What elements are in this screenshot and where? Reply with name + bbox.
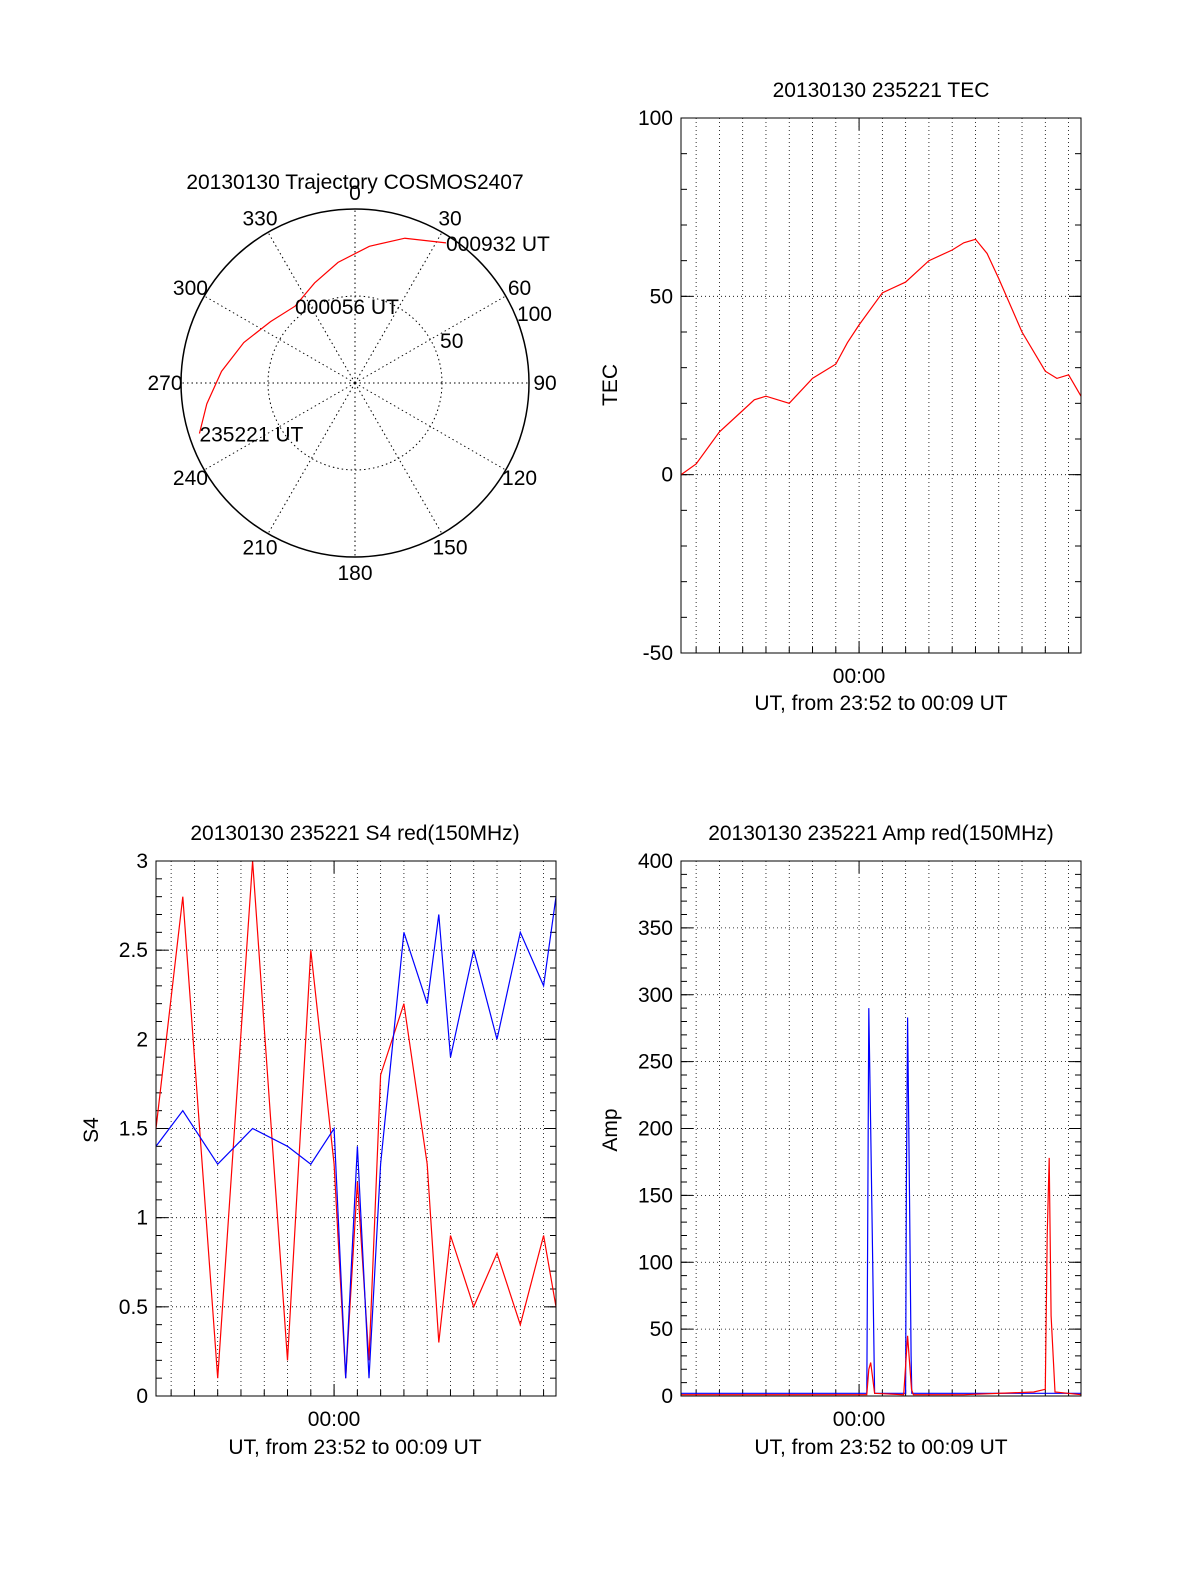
polar-azimuth-label: 240 <box>173 467 208 490</box>
polar-azimuth-label: 210 <box>242 537 277 560</box>
polar-azimuth-label: 0 <box>349 182 361 205</box>
polar-azimuth-label: 300 <box>173 277 208 300</box>
polar-spoke <box>354 295 506 384</box>
polar-spoke <box>354 232 443 384</box>
polar-grid <box>181 209 529 557</box>
amp-xtick-label: 00:00 <box>833 1408 886 1431</box>
polar-radial-labels: 50 100 <box>440 303 552 353</box>
s4-ylabel: S4 <box>80 1117 103 1143</box>
polar-azimuth-label: 90 <box>533 372 556 395</box>
polar-azimuth-label: 30 <box>438 207 461 230</box>
polar-radial-label: 100 <box>517 303 552 326</box>
amp-ytick-label: 350 <box>638 917 673 940</box>
amp-title: 20130130 235221 Amp red(150MHz) <box>708 822 1054 845</box>
s4-series <box>155 860 557 1379</box>
s4-ytick-label: 3 <box>136 850 148 873</box>
amp-ytick-label: 150 <box>638 1184 673 1207</box>
s4-y-ticks: 0 0.5 1 1.5 2 2.5 3 <box>119 850 556 1408</box>
trajectory-time-label: 235221 UT <box>199 424 303 447</box>
polar-azimuth-label: 150 <box>432 537 467 560</box>
s4-plot: 20130130 235221 S4 red(150MHz) 0 0.5 1 1.5 2… <box>80 822 557 1459</box>
s4-xtick-label: 00:00 <box>308 1408 361 1431</box>
amp-series <box>681 1008 1082 1396</box>
polar-azimuth-label: 270 <box>147 372 182 395</box>
amp-ytick-label: 250 <box>638 1051 673 1074</box>
polar-spoke <box>267 232 356 384</box>
s4-series-line <box>155 860 557 1379</box>
trajectory-line <box>198 237 447 434</box>
polar-azimuth-label: 330 <box>242 207 277 230</box>
s4-ytick-label: 0 <box>136 1385 148 1408</box>
amp-ytick-label: 100 <box>638 1251 673 1274</box>
tec-grid <box>681 117 1081 654</box>
trajectory-annotations: 235221 UT 000056 UT 000932 UT <box>199 233 550 447</box>
s4-title: 20130130 235221 S4 red(150MHz) <box>190 822 519 845</box>
tec-frame <box>680 117 1082 654</box>
polar-spoke <box>267 382 356 534</box>
amp-xlabel: UT, from 23:52 to 00:09 UT <box>754 1436 1007 1459</box>
tec-series <box>680 238 1082 476</box>
amp-ytick-label: 200 <box>638 1118 673 1141</box>
amp-ytick-label: 50 <box>650 1318 673 1341</box>
polar-trajectory-plot: 20130130 Trajectory COSMOS2407 0 30 60 90 12… <box>147 171 556 585</box>
s4-ytick-label: 0.5 <box>119 1296 148 1319</box>
s4-frame <box>155 860 557 1397</box>
amp-ylabel: Amp <box>599 1108 622 1151</box>
tec-series-line <box>680 238 1082 476</box>
polar-title: 20130130 Trajectory COSMOS2407 <box>186 171 523 194</box>
s4-ytick-label: 1.5 <box>119 1118 148 1141</box>
polar-radial-label: 50 <box>440 330 463 353</box>
tec-ytick-label: 0 <box>661 464 673 487</box>
amp-ytick-label: 0 <box>661 1385 673 1408</box>
tec-ytick-label: 100 <box>638 107 673 130</box>
trajectory-time-label: 000056 UT <box>295 296 399 319</box>
s4-ytick-label: 1 <box>136 1207 148 1230</box>
tec-xtick-label: 00:00 <box>833 665 886 688</box>
tec-ytick-label: -50 <box>643 642 673 665</box>
amp-y-ticks: 0 50 100 150 200 250 300 350 400 <box>638 850 1081 1408</box>
polar-azimuth-label: 180 <box>337 562 372 585</box>
tec-ytick-label: 50 <box>650 285 673 308</box>
s4-x-ticks: 00:00 <box>170 861 545 1431</box>
tec-x-ticks: 00:00 <box>695 118 1070 688</box>
polar-azimuth-labels: 0 30 60 90 120 150 180 210 240 270 300 330 <box>147 182 556 585</box>
tec-xlabel: UT, from 23:52 to 00:09 UT <box>754 692 1007 715</box>
polar-spoke <box>204 382 356 471</box>
polar-spoke <box>354 382 506 471</box>
amp-ytick-label: 400 <box>638 850 673 873</box>
trajectory-time-label: 000932 UT <box>446 233 550 256</box>
amp-frame <box>680 860 1082 1397</box>
amp-grid <box>681 860 1081 1397</box>
amp-ytick-label: 300 <box>638 984 673 1007</box>
s4-grid <box>156 860 556 1397</box>
s4-series-line <box>155 896 557 1379</box>
polar-azimuth-label: 60 <box>508 277 531 300</box>
tec-title: 20130130 235221 TEC <box>773 79 990 102</box>
s4-ytick-label: 2.5 <box>119 939 148 962</box>
amp-series-line <box>681 1157 1082 1396</box>
tec-ylabel: TEC <box>599 364 622 406</box>
polar-spoke <box>354 382 443 534</box>
s4-ytick-label: 2 <box>136 1028 148 1051</box>
polar-spoke <box>204 295 356 384</box>
polar-outer-circle <box>180 208 530 558</box>
amp-plot: 20130130 235221 Amp red(150MHz) 0 50 100 15… <box>599 822 1082 1459</box>
amp-series-line <box>681 1008 1081 1394</box>
s4-xlabel: UT, from 23:52 to 00:09 UT <box>228 1436 481 1459</box>
polar-azimuth-label: 120 <box>502 467 537 490</box>
